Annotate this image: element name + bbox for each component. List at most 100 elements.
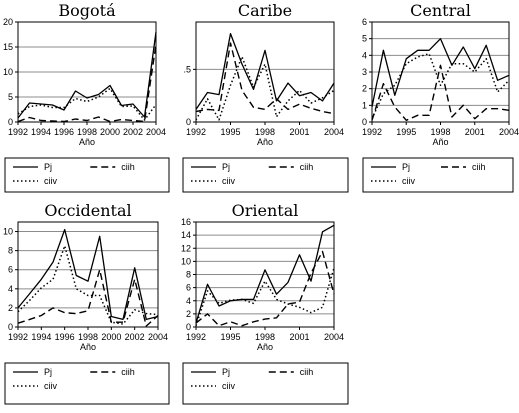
y-tick-label: 10 bbox=[181, 256, 191, 266]
series-line-ciiv bbox=[17, 87, 157, 121]
y-tick-label: 8 bbox=[8, 246, 13, 256]
legend-box bbox=[362, 157, 514, 193]
x-tick-label: 1994 bbox=[31, 127, 51, 137]
series-line-ciih bbox=[195, 250, 335, 327]
x-tick-label: 1996 bbox=[55, 332, 75, 342]
x-tick-label: 1995 bbox=[220, 332, 240, 342]
legend: Pj ciih ciiv bbox=[182, 362, 349, 405]
legend-label-Pj: Pj bbox=[222, 162, 230, 172]
chart-title: Central bbox=[410, 1, 471, 20]
y-tick-label: 5 bbox=[362, 34, 367, 44]
x-tick-label: 1992 bbox=[186, 127, 206, 137]
y-tick-label: 4 bbox=[8, 284, 13, 294]
x-tick-label: 1994 bbox=[31, 332, 51, 342]
y-tick-label: 0 bbox=[362, 117, 367, 127]
y-tick-label: 5 bbox=[8, 92, 13, 102]
series-line-ciih bbox=[17, 44, 157, 123]
x-tick-label: 2001 bbox=[289, 332, 309, 342]
plot-frame bbox=[195, 21, 335, 123]
series-line-Pj bbox=[17, 31, 157, 119]
series-line-ciih bbox=[195, 42, 335, 115]
legend-label-ciiv: ciiv bbox=[44, 381, 57, 391]
x-tick-label: 2004 bbox=[324, 127, 344, 137]
y-tick-label: 6 bbox=[186, 283, 191, 293]
x-tick-label: 2004 bbox=[148, 332, 168, 342]
x-tick-label: 2004 bbox=[499, 127, 519, 137]
x-axis-label: Año bbox=[432, 137, 448, 147]
x-tick-label: 2004 bbox=[324, 332, 344, 342]
chart-title: Occidental bbox=[44, 201, 131, 220]
x-axis-label: Año bbox=[80, 342, 96, 352]
x-tick-label: 1998 bbox=[430, 127, 450, 137]
x-tick-label: 2002 bbox=[123, 127, 143, 137]
chart-title: Oriental bbox=[232, 201, 299, 220]
y-tick-label: 0 bbox=[186, 117, 191, 127]
x-tick-label: 2002 bbox=[125, 332, 145, 342]
x-tick-label: 2001 bbox=[465, 127, 485, 137]
x-tick-label: 1995 bbox=[396, 127, 416, 137]
y-tick-label: 1 bbox=[362, 100, 367, 110]
x-tick-label: 1998 bbox=[255, 332, 275, 342]
series-line-ciiv bbox=[195, 55, 335, 121]
y-tick-label: 4 bbox=[186, 296, 191, 306]
y-tick-label: 0 bbox=[8, 117, 13, 127]
legend-label-Pj: Pj bbox=[44, 162, 52, 172]
y-tick-label: 10 bbox=[3, 227, 13, 237]
x-tick-label: 1992 bbox=[8, 127, 28, 137]
legend-box bbox=[4, 157, 170, 193]
y-tick-label: 2 bbox=[8, 303, 13, 313]
series-line-ciiv bbox=[17, 245, 159, 325]
legend-label-ciih: ciih bbox=[121, 367, 135, 377]
legend: Pj ciih ciiv bbox=[182, 157, 349, 193]
legend: Pj ciih ciiv bbox=[4, 362, 170, 405]
y-tick-label: 16 bbox=[181, 217, 191, 227]
legend-label-ciih: ciih bbox=[472, 162, 486, 172]
x-tick-label: 1998 bbox=[78, 332, 98, 342]
legend-label-Pj: Pj bbox=[44, 367, 52, 377]
chart-panel: Bogotá 0 5 10 15 20 1992 1994 1996 1998 2000 2002 20… bbox=[3, 1, 170, 193]
x-axis-label: Año bbox=[257, 137, 273, 147]
series-line-Pj bbox=[17, 228, 159, 321]
chart-panel: Caribe 0 .5 1992 1995 1998 2001 2004 Año Pj ciih ci… bbox=[182, 1, 349, 193]
x-tick-label: 1998 bbox=[255, 127, 275, 137]
x-axis-label: Año bbox=[257, 342, 273, 352]
series-line-ciiv bbox=[371, 52, 510, 120]
plot-frame bbox=[17, 221, 159, 328]
x-tick-label: 2000 bbox=[100, 127, 120, 137]
chart-panel: Occidental 0 2 4 6 8 10 1992 1994 1996 1998 2000 200… bbox=[3, 201, 170, 405]
y-tick-label: 0 bbox=[8, 322, 13, 332]
y-tick-label: 8 bbox=[186, 270, 191, 280]
series-line-ciih bbox=[17, 269, 159, 327]
y-tick-label: .5 bbox=[183, 64, 191, 74]
legend-label-Pj: Pj bbox=[222, 367, 230, 377]
y-tick-label: 2 bbox=[362, 84, 367, 94]
y-tick-label: 6 bbox=[8, 265, 13, 275]
y-tick-label: 20 bbox=[3, 17, 13, 27]
series-line-Pj bbox=[195, 32, 335, 110]
legend-label-ciiv: ciiv bbox=[222, 381, 235, 391]
legend-label-ciih: ciih bbox=[121, 162, 135, 172]
x-tick-label: 2004 bbox=[146, 127, 166, 137]
legend-label-ciiv: ciiv bbox=[402, 176, 415, 186]
y-tick-label: 0 bbox=[186, 322, 191, 332]
legend-box bbox=[4, 362, 170, 405]
series-line-Pj bbox=[195, 224, 335, 324]
y-tick-label: 15 bbox=[3, 42, 13, 52]
chart-panel: Central 0 1 2 3 4 5 6 1992 1995 1998 2001 2004 Año Pj c… bbox=[362, 1, 519, 193]
x-tick-label: 1996 bbox=[54, 127, 74, 137]
legend: Pj ciih ciiv bbox=[4, 157, 170, 193]
x-tick-label: 1992 bbox=[362, 127, 382, 137]
y-tick-label: 3 bbox=[362, 67, 367, 77]
legend-label-ciiv: ciiv bbox=[44, 176, 57, 186]
legend-label-ciih: ciih bbox=[300, 162, 314, 172]
y-tick-label: 12 bbox=[181, 243, 191, 253]
x-tick-label: 2000 bbox=[101, 332, 121, 342]
series-line-ciiv bbox=[195, 267, 335, 326]
chart-title: Bogotá bbox=[58, 1, 116, 20]
x-axis-label: Año bbox=[79, 137, 95, 147]
x-tick-label: 2001 bbox=[289, 127, 309, 137]
series-line-Pj bbox=[371, 38, 510, 108]
legend: Pj ciih ciiv bbox=[362, 157, 514, 193]
x-tick-label: 1998 bbox=[77, 127, 97, 137]
